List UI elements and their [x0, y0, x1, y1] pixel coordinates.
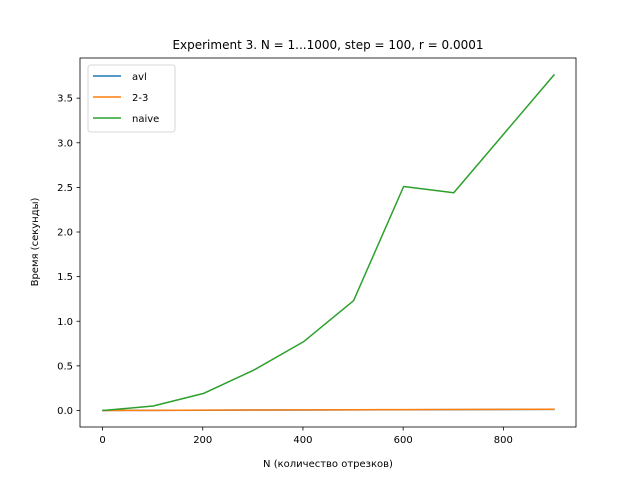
- legend-box: [87, 64, 176, 133]
- y-axis-label: Время (секунды): [30, 197, 41, 286]
- series-line-2-3: [102, 408, 555, 412]
- y-axis: 0.0 0.5 1.0 1.5 2.0 2.5 3.0 3.5: [57, 94, 80, 417]
- legend-entry: naive: [132, 114, 159, 125]
- legend-entry: avl: [132, 72, 147, 83]
- x-tick-label: 200: [193, 435, 212, 446]
- x-tick-label: 800: [494, 435, 513, 446]
- series-lines: [102, 73, 556, 412]
- x-axis-label: N (количество отрезков): [263, 459, 393, 470]
- y-tick-label: 2.0: [57, 228, 73, 239]
- y-tick-label: 3.0: [57, 138, 73, 149]
- y-tick-label: 1.5: [57, 272, 73, 283]
- x-tick-label: 600: [394, 435, 413, 446]
- series-line-naive: [102, 73, 556, 412]
- legend-entry: 2-3: [132, 93, 148, 104]
- chart-title: Experiment 3. N = 1...1000, step = 100, …: [172, 38, 483, 52]
- x-tick-label: 0: [99, 435, 105, 446]
- y-tick-label: 0.0: [57, 406, 73, 417]
- y-tick-label: 0.5: [57, 361, 73, 372]
- axes-frame: [79, 57, 577, 428]
- y-tick-label: 3.5: [57, 94, 73, 105]
- y-tick-label: 2.5: [57, 183, 73, 194]
- x-axis: 0 200 400 600 800: [99, 427, 513, 446]
- legend: avl 2-3 naive: [87, 64, 176, 133]
- y-tick-label: 1.0: [57, 317, 73, 328]
- x-tick-label: 400: [293, 435, 312, 446]
